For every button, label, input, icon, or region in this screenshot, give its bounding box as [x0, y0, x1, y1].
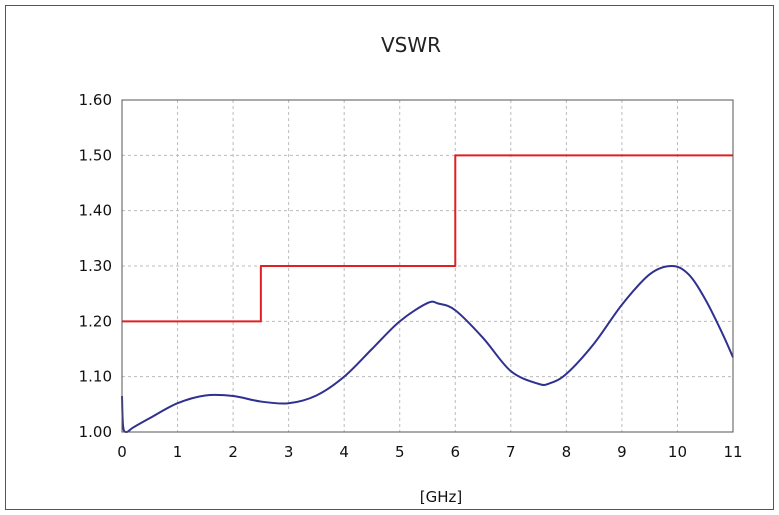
- y-tick-label: 1.00: [79, 423, 112, 441]
- plot-area-border: [121, 99, 734, 433]
- series-line-limit: [122, 154, 733, 323]
- y-tick-label: 1.30: [79, 257, 112, 275]
- x-tick-label: 11: [723, 443, 742, 461]
- x-tick-label: 6: [450, 443, 460, 461]
- y-tick-label: 1.40: [79, 202, 112, 220]
- x-tick-label: 4: [339, 443, 349, 461]
- vswr-chart: VSWR 1.00 1.10 1.20 1.30 1.40 1.50 1.60 0 1 2 3 4 5…: [79, 33, 743, 506]
- x-tick-label: 10: [668, 443, 687, 461]
- x-tick-label: 7: [506, 443, 516, 461]
- chart-title: VSWR: [381, 33, 441, 57]
- series-group: [121, 154, 734, 433]
- x-tick-label: 9: [617, 443, 627, 461]
- y-tick-label: 1.60: [79, 91, 112, 109]
- x-tick-label: 8: [562, 443, 572, 461]
- x-tick-label: 5: [395, 443, 405, 461]
- y-tick-label: 1.20: [79, 312, 112, 330]
- chart-frame: VSWR 1.00 1.10 1.20 1.30 1.40 1.50 1.60 0 1 2 3 4 5…: [5, 5, 774, 510]
- y-tick-label: 1.10: [79, 368, 112, 386]
- x-tick-label: 0: [117, 443, 127, 461]
- y-axis-ticks: 1.00 1.10 1.20 1.30 1.40 1.50 1.60: [79, 91, 112, 441]
- x-tick-label: 3: [284, 443, 294, 461]
- x-axis-label: [GHz]: [420, 488, 462, 506]
- x-axis-ticks: 0 1 2 3 4 5 6 7 8 9 10 11: [117, 443, 742, 461]
- x-tick-label: 2: [228, 443, 238, 461]
- series-line-vswr: [121, 265, 734, 433]
- x-tick-label: 1: [173, 443, 183, 461]
- y-tick-label: 1.50: [79, 146, 112, 164]
